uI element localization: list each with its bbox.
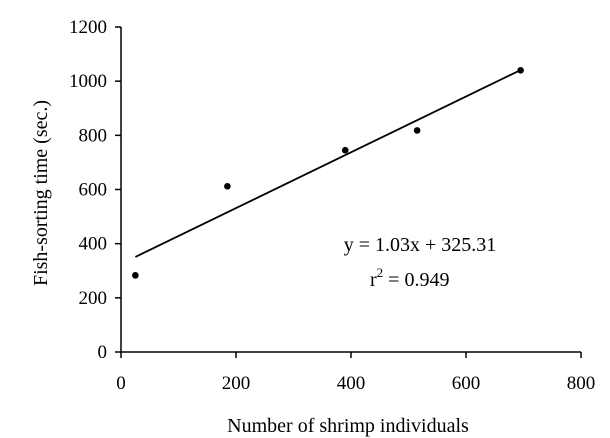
x-tick-label: 200 [222,373,251,394]
data-point [224,182,231,190]
data-point [517,67,524,74]
x-tick-label: 0 [116,373,126,394]
r2-base: r [370,269,377,291]
r-squared-label: r2 = 0.949 [370,265,449,291]
data-point [341,146,349,154]
x-tick-label: 400 [337,373,366,394]
y-ticks: 0 200 400 600 800 1000 1200 [69,17,121,363]
y-tick-label: 200 [79,288,108,309]
y-tick-label: 1000 [69,71,107,92]
x-axis-label: Number of shrimp individuals [227,415,469,437]
trendline [134,69,522,258]
y-axis-label: Fish-sorting time (sec.) [30,100,52,286]
y-tick-label: 1200 [69,17,107,38]
y-tick-label: 800 [79,125,108,146]
x-tick-label: 600 [452,373,481,394]
r2-value: = 0.949 [383,269,449,291]
r2-superscript: 2 [377,265,384,280]
data-point [413,127,421,134]
y-tick-label: 400 [79,234,108,255]
regression-equation: y = 1.03x + 325.31 [344,234,497,256]
x-ticks: 0 200 400 600 800 [116,352,595,394]
y-tick-label: 600 [79,180,108,201]
x-tick-label: 800 [567,373,596,394]
data-points [132,67,524,279]
y-tick-label: 0 [98,342,108,363]
axes [120,27,581,353]
data-point [132,272,139,279]
